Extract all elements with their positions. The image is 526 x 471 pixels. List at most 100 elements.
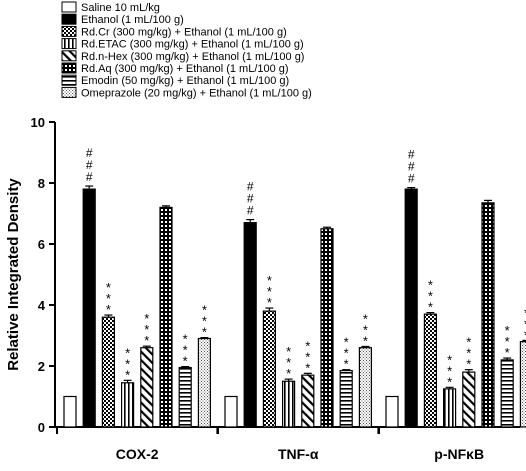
significance-mark: * [202, 314, 207, 329]
legend-label: Emodin (50 mg/kg) + Ethanol (1 mL/100 g) [81, 75, 289, 87]
significance-mark: * [106, 280, 111, 295]
significance-mark: * [428, 289, 433, 304]
bar [481, 202, 495, 428]
significance-mark: * [305, 360, 310, 375]
significance-mark: * [344, 346, 349, 361]
significance-mark: * [267, 295, 272, 310]
y-tick-label: 6 [38, 237, 45, 252]
significance-mark: # [86, 170, 93, 184]
significance-mark: * [466, 335, 471, 350]
bar [101, 316, 116, 428]
significance-mark: * [363, 311, 368, 326]
significance-mark: * [286, 366, 291, 381]
significance-mark: # [247, 180, 254, 194]
significance-mark: * [305, 338, 310, 353]
legend-label: Ethanol (1 mL/100 g) [81, 14, 184, 26]
significance-mark: * [505, 345, 510, 360]
legend-swatch [61, 1, 77, 13]
significance-mark: * [267, 284, 272, 299]
bar [82, 188, 96, 428]
legend-label: Omeprazole (20 mg/kg) + Ethanol (1 mL/10… [81, 87, 312, 99]
bar [358, 347, 372, 428]
bar [197, 337, 211, 428]
bar-group: ###********* ******COX-2 [56, 146, 219, 462]
significance-mark: * [125, 356, 130, 371]
significance-mark: * [447, 374, 452, 389]
significance-mark: * [447, 352, 452, 367]
x-category-label: TNF-α [278, 446, 319, 462]
legend-swatch [61, 74, 77, 86]
legend-label: Rd.n-Hex (300 mg/kg) + Ethanol (1 mL/100… [81, 51, 304, 63]
legend-label: Rd.Aq (300 mg/kg) + Ethanol (1 mL/100 g) [81, 63, 289, 75]
y-tick-label: 0 [38, 420, 45, 435]
significance-mark: * [106, 302, 111, 317]
bar [339, 369, 353, 428]
y-tick-label: 2 [38, 359, 45, 374]
significance-mark: * [505, 334, 510, 349]
y-tick-label: 4 [38, 298, 46, 313]
bar [500, 359, 514, 428]
significance-mark: * [183, 343, 188, 358]
significance-mark: # [408, 172, 415, 186]
significance-mark: * [286, 344, 291, 359]
significance-mark: * [125, 345, 130, 360]
bar [262, 310, 276, 428]
legend-swatch [61, 50, 77, 62]
significance-mark: # [408, 160, 415, 174]
y-tick-label: 10 [31, 115, 45, 130]
legend-swatch [61, 86, 77, 98]
significance-mark: * [106, 291, 111, 306]
significance-mark: # [247, 192, 254, 206]
significance-mark: * [305, 349, 310, 364]
significance-mark: * [505, 323, 510, 338]
significance-mark: # [247, 204, 254, 218]
bar [140, 347, 154, 428]
significance-mark: * [202, 303, 207, 318]
significance-mark: * [144, 311, 149, 326]
significance-mark: * [267, 273, 272, 288]
legend-label: Rd.ETAC (300 mg/kg) + Ethanol (1 mL/100 … [81, 39, 304, 51]
bar-group: ###***************TNF-α [217, 180, 380, 462]
y-tick-label: 8 [38, 176, 45, 191]
bar [63, 395, 77, 428]
x-category-label: p-NFκB [434, 446, 484, 462]
legend-swatch [61, 62, 77, 74]
significance-mark: * [183, 354, 188, 369]
significance-mark: * [183, 332, 188, 347]
significance-mark: # [408, 148, 415, 162]
significance-mark: * [344, 335, 349, 350]
bar [404, 188, 418, 428]
bar [243, 222, 257, 428]
bar [120, 382, 135, 428]
significance-mark: * [144, 322, 149, 337]
bar [423, 313, 437, 428]
legend-swatch [61, 38, 77, 50]
significance-mark: * [428, 300, 433, 315]
significance-mark: # [86, 146, 93, 160]
significance-mark: # [86, 158, 93, 172]
significance-mark: * [344, 357, 349, 372]
significance-mark: * [447, 363, 452, 378]
significance-mark: * [524, 316, 526, 331]
legend-swatch [61, 13, 77, 25]
bar [224, 395, 238, 428]
bar [519, 341, 526, 428]
significance-mark: * [363, 333, 368, 348]
bar [462, 371, 476, 428]
significance-mark: * [286, 355, 291, 370]
bar [159, 206, 173, 428]
bar [178, 366, 192, 428]
significance-mark: * [428, 278, 433, 293]
significance-mark: * [202, 325, 207, 340]
x-category-label: COX-2 [116, 446, 159, 462]
y-axis-label: Relative Integrated Density [5, 178, 22, 371]
significance-mark: * [144, 333, 149, 348]
bar [320, 228, 334, 428]
significance-mark: * [466, 357, 471, 372]
bar [301, 374, 315, 428]
bar [282, 380, 296, 428]
significance-mark: * [466, 346, 471, 361]
